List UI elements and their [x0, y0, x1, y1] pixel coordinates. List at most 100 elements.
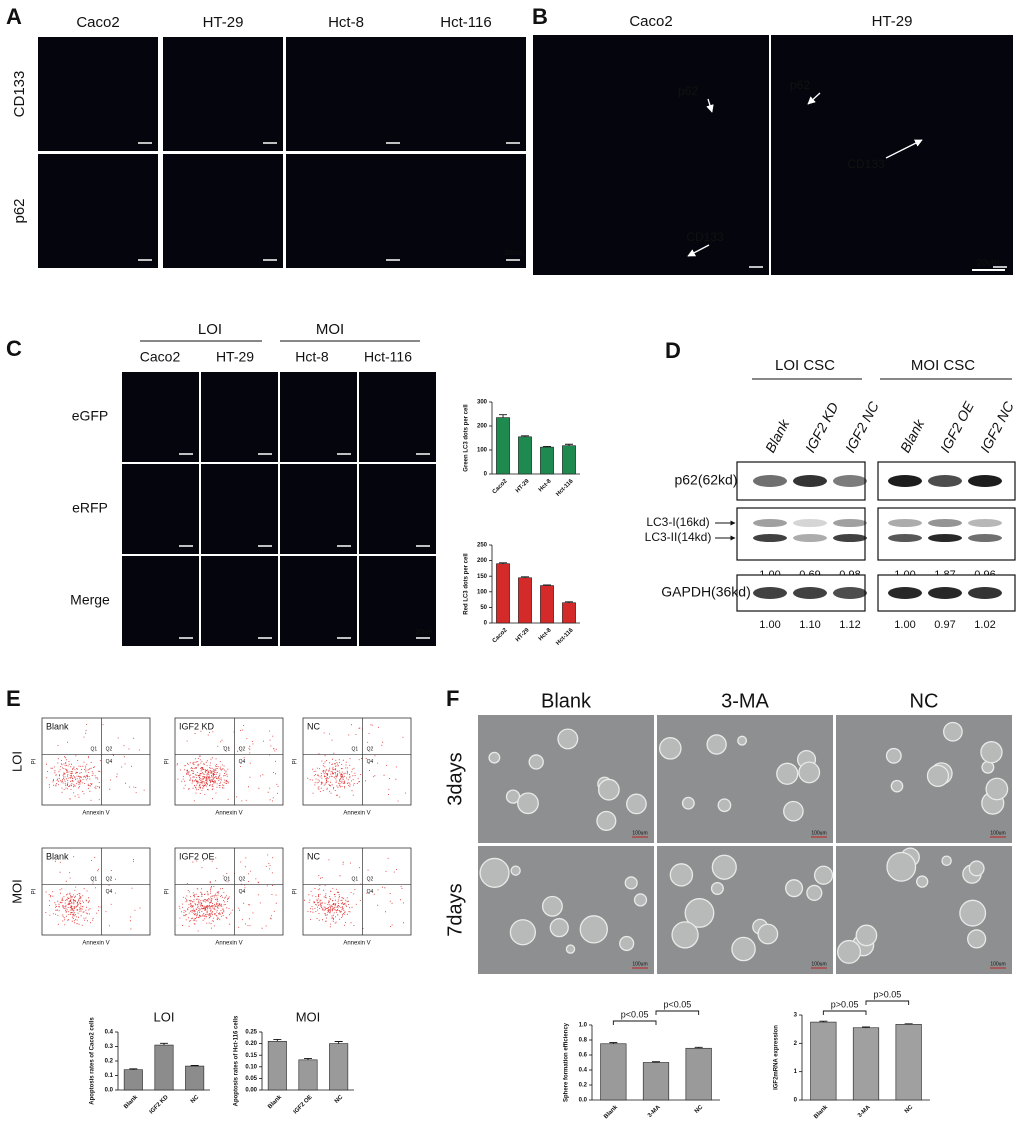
sphere [684, 898, 715, 928]
quadrant-label: Q2 [106, 877, 113, 883]
phase-image [478, 846, 654, 974]
bar [852, 1027, 880, 1101]
micrograph [201, 556, 278, 646]
micrograph [163, 37, 283, 151]
sphere [737, 735, 748, 746]
bar [540, 446, 554, 475]
axis-label: Annexin V [82, 811, 109, 817]
blot-band [888, 534, 922, 542]
quadrant-label: Q2 [239, 747, 246, 753]
axis-label: PI [293, 758, 299, 764]
scale-label: 20um [977, 257, 1000, 267]
bar [329, 1043, 349, 1091]
y-tick-label: 0 [484, 472, 488, 478]
y-tick-label: 200 [477, 558, 488, 564]
scale-label: 100um [990, 961, 1005, 967]
sphere [488, 751, 501, 764]
column-header: Caco2 [629, 13, 672, 30]
y-tick-label: 100 [477, 448, 488, 454]
plot-label: Blank [46, 721, 69, 731]
y-tick-label: 3 [794, 1013, 798, 1019]
axis-label: PI [165, 758, 171, 764]
scale-label: 100um [811, 830, 826, 836]
sphere [658, 737, 682, 760]
micrograph [122, 464, 199, 554]
panel-letter: B [532, 4, 548, 29]
sphere [706, 734, 727, 755]
axis-label: PI [165, 888, 171, 894]
panel-letter: A [6, 4, 22, 29]
micrograph [406, 37, 526, 151]
axis-label: Annexin V [215, 811, 242, 817]
image-frame [38, 37, 158, 151]
scale-label: 20um [415, 629, 433, 636]
y-axis-label: Apoptosis rates of Hct-116 cells [234, 1015, 240, 1106]
x-tick-label: Hct-116 [555, 627, 575, 647]
y-tick-label: 0 [484, 621, 488, 627]
x-tick-label: NC [334, 1094, 345, 1105]
error-bar [862, 1026, 870, 1028]
sphere [798, 761, 821, 784]
sphere [806, 884, 823, 901]
y-tick-label: 0.2 [579, 1083, 588, 1089]
panel-letter: E [6, 686, 21, 711]
significance-bracket [655, 1010, 700, 1015]
blot-label: GAPDH(36kd) [661, 584, 750, 600]
micrograph [406, 154, 526, 268]
sphere [890, 779, 904, 793]
micrograph [201, 372, 278, 462]
bar [123, 1069, 143, 1091]
micrograph [201, 464, 278, 554]
micrograph [533, 35, 769, 275]
x-tick-label: Blank [813, 1104, 829, 1120]
bar [185, 1065, 205, 1091]
error-bar [819, 1020, 828, 1023]
blot-band [968, 587, 1002, 599]
sphere [783, 800, 804, 822]
phase-image [478, 715, 654, 843]
y-tick-label: 0.6 [579, 1053, 588, 1059]
sphere [717, 798, 732, 813]
image-frame [280, 372, 357, 462]
annotation-arrow [885, 139, 923, 159]
image-frame [406, 37, 526, 151]
micrograph [38, 154, 158, 268]
quadrant-label: Q2 [367, 877, 374, 883]
column-header: Hct-8 [328, 14, 364, 31]
row-label: eGFP [72, 408, 109, 424]
y-tick-label: 150 [477, 574, 488, 580]
column-header: 3-MA [721, 690, 769, 712]
bar [642, 1062, 670, 1101]
image-frame [286, 37, 406, 151]
blot-band [888, 475, 922, 487]
quadrant-label: Q1 [224, 747, 231, 753]
micrograph [359, 372, 436, 462]
micrograph [286, 37, 406, 151]
image-frame [280, 464, 357, 554]
y-tick-label: 250 [477, 543, 488, 549]
blot-label: LC3-I(16kd) [646, 515, 709, 529]
image-frame [359, 464, 436, 554]
blot-band [968, 475, 1002, 487]
phase-image [836, 846, 1012, 974]
sphere [980, 741, 1003, 764]
band-quantity: 1.00 [894, 619, 915, 631]
flow-plot-frame [41, 717, 151, 806]
blot-band [753, 519, 787, 527]
sphere [943, 721, 963, 742]
blot-label: p62(62kd) [674, 472, 737, 488]
column-header: Caco2 [76, 14, 119, 31]
sphere [757, 923, 779, 945]
band-quantity: 1.02 [974, 619, 995, 631]
bar [895, 1024, 922, 1101]
y-tick-label: 0 [794, 1098, 798, 1104]
panel-letter: D [665, 338, 681, 363]
scale-label: 20um [504, 250, 522, 257]
blot-band [928, 534, 962, 542]
sphere [557, 728, 579, 750]
lane-label: IGF2 KD [802, 400, 842, 456]
significance-bracket [822, 1010, 867, 1015]
bar [562, 445, 576, 475]
x-tick-label: Blank [603, 1104, 619, 1120]
